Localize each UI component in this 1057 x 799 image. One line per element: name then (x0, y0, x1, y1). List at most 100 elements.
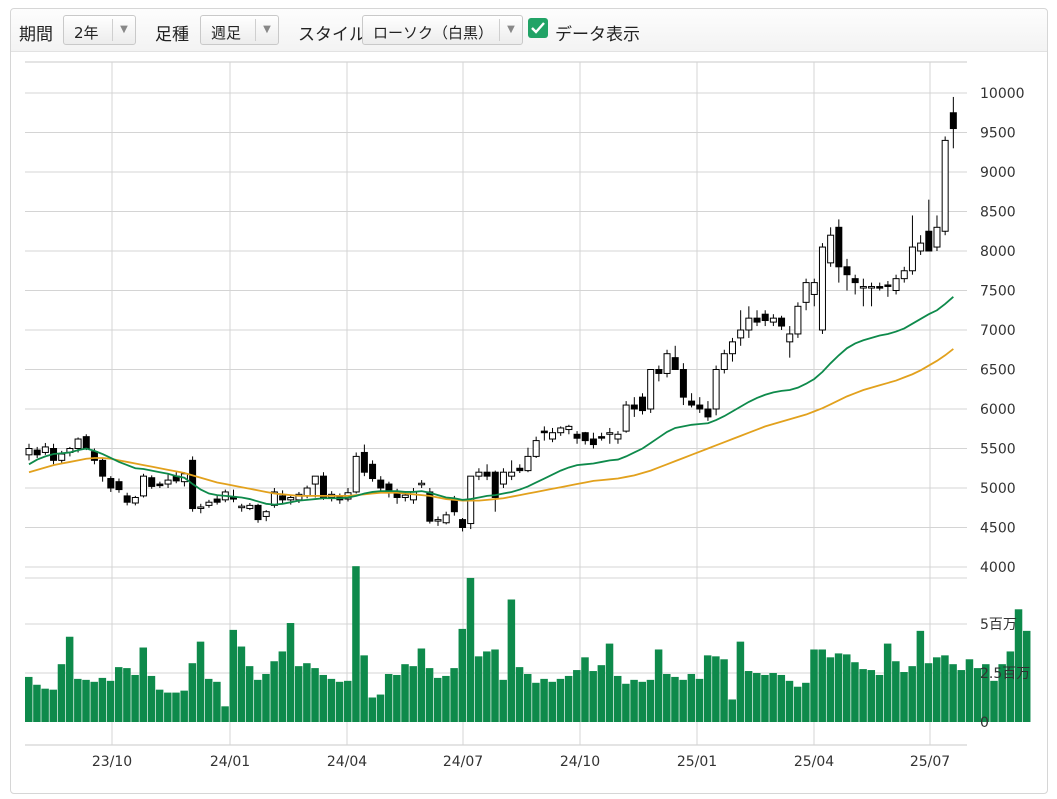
y-tick-label: 4500 (980, 521, 1016, 537)
volume-bar (286, 623, 295, 722)
candle-up (475, 471, 483, 477)
volume-bar (49, 689, 58, 722)
candle-down (516, 467, 524, 472)
x-tick-label: 23/10 (92, 754, 132, 770)
volume-bar (932, 657, 941, 722)
candle-down (319, 475, 327, 498)
candle-down (639, 396, 646, 412)
show-data-checkbox[interactable] (528, 18, 548, 38)
volume-bar (352, 566, 360, 722)
y-tick-label: 6500 (980, 363, 1016, 379)
style-dropdown-value: ローソク（白黒） (373, 24, 494, 42)
candle-up (508, 471, 516, 477)
volume-bar (458, 628, 467, 722)
interval-dropdown[interactable]: 週足 ▼ (200, 15, 279, 45)
volume-bar (180, 690, 188, 722)
volume-bar (810, 649, 818, 722)
period-dropdown[interactable]: 2年 ▼ (63, 15, 136, 45)
candle-down (835, 226, 843, 268)
candlesticks (25, 96, 957, 532)
volume-bar (851, 662, 859, 722)
candle-up (409, 491, 417, 501)
volume-bar (417, 648, 426, 722)
candle-up (549, 432, 557, 440)
candle-down (671, 357, 679, 370)
volume-bar (924, 663, 933, 722)
volume-bar (671, 676, 679, 722)
volume-bar (82, 679, 90, 722)
candle-down (884, 284, 892, 287)
candle-down (450, 499, 458, 513)
volume-bar (123, 668, 131, 722)
candle-down (573, 433, 581, 439)
candle-down (851, 278, 859, 284)
volume-bar (712, 656, 720, 722)
volume-bar (368, 697, 377, 722)
candle-down (123, 495, 131, 503)
y-tick-label: 7000 (980, 323, 1016, 339)
volume-bar (785, 680, 794, 722)
candle-down (459, 519, 467, 528)
volume-bar (65, 636, 74, 722)
candle-up (614, 433, 622, 440)
volume-bar (597, 665, 606, 722)
candle-up (262, 511, 270, 517)
candle-down (598, 436, 606, 439)
volume-bar (204, 678, 213, 722)
volume-tick-label: 5百万 (980, 617, 1017, 633)
candle-up (933, 226, 941, 248)
x-tick-label: 25/07 (910, 754, 950, 770)
volume-bar (491, 649, 499, 722)
candle-down (876, 286, 884, 289)
volume-bar (147, 675, 156, 722)
volume-bar (401, 664, 409, 722)
candle-down (843, 266, 851, 276)
volume-bar (720, 659, 728, 722)
volume-bar (769, 673, 777, 722)
candle-up (25, 448, 33, 456)
candle-up (41, 446, 49, 453)
style-dropdown[interactable]: ローソク（白黒） ▼ (362, 15, 523, 45)
x-tick-label: 25/01 (677, 754, 717, 770)
volume-bar (654, 649, 663, 722)
volume-bar (883, 643, 892, 722)
volume-bar (900, 672, 908, 722)
volume-axis: 5百万 2.5百万 0 (980, 617, 1030, 731)
candle-up (810, 282, 818, 295)
chart-panel: 期間 2年 ▼ 足種 週足 ▼ スタイル ローソク（白黒） ▼ データ表示 (10, 8, 1048, 794)
candle-up (131, 496, 139, 504)
volume-bar (311, 668, 319, 722)
candle-up (197, 506, 205, 509)
volume-bar (581, 657, 589, 722)
candle-up (941, 139, 949, 232)
volume-bar (384, 673, 393, 722)
candle-down (82, 436, 90, 449)
volume-bar (245, 666, 254, 722)
volume-bar (826, 657, 835, 722)
volume-bar (573, 670, 581, 722)
candle-up (238, 505, 246, 509)
candle-up (401, 494, 409, 498)
candle-up (205, 501, 213, 506)
y-tick-label: 8000 (980, 244, 1016, 260)
period-dropdown-value: 2年 (74, 24, 99, 42)
volume-tick-label: 0 (980, 715, 989, 731)
volume-bar (1022, 630, 1031, 722)
volume-bar (131, 674, 139, 722)
volume-bar (237, 646, 246, 722)
chevron-down-icon: ▼ (255, 19, 278, 41)
y-tick-label: 9500 (980, 126, 1016, 142)
volume-bar (483, 651, 491, 722)
volume-bar (753, 673, 761, 722)
volume-bar (802, 682, 810, 722)
candle-up (802, 282, 810, 303)
candle-up (164, 479, 172, 485)
candle-up (868, 286, 876, 289)
volume-bar (74, 678, 82, 722)
candle-up (827, 234, 835, 264)
x-tick-label: 25/04 (794, 754, 834, 770)
y-tick-label: 5500 (980, 442, 1016, 458)
candle-up (606, 432, 614, 435)
volume-bar (344, 680, 352, 722)
